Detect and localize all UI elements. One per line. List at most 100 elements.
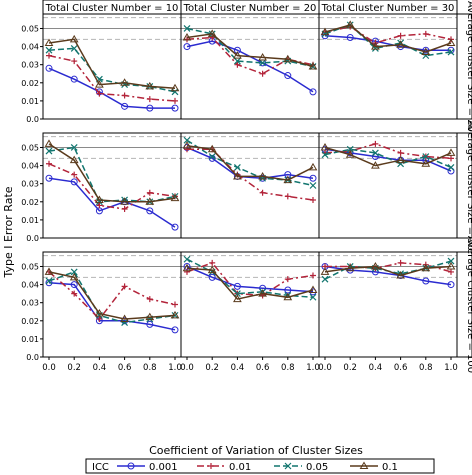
panel-r2-c1 bbox=[42, 132, 182, 239]
x-tick-label: 0.0 bbox=[180, 363, 194, 373]
data-point-0.01 bbox=[96, 315, 103, 322]
data-point-0.1 bbox=[233, 51, 242, 59]
series-0.05 bbox=[321, 145, 455, 171]
series-line-0.001 bbox=[48, 67, 175, 109]
data-point-0.001 bbox=[45, 279, 53, 287]
data-point-0.01 bbox=[184, 146, 190, 153]
data-point-0.1 bbox=[446, 261, 456, 270]
data-point-0.1 bbox=[371, 161, 380, 169]
x-tick-label: 0.4 bbox=[93, 363, 107, 373]
x-tick-label: 0.2 bbox=[343, 363, 357, 373]
data-point-0.001 bbox=[171, 104, 179, 112]
panel-r1-c2 bbox=[180, 13, 320, 120]
data-point-0.05 bbox=[259, 59, 267, 67]
data-point-0.05 bbox=[284, 462, 292, 470]
y-tick-label: 0.02 bbox=[21, 198, 39, 207]
x-tick-label: 0.0 bbox=[42, 363, 56, 373]
data-point-0.01 bbox=[146, 189, 153, 196]
series-line-0.001 bbox=[186, 146, 314, 180]
legend-label: 0.001 bbox=[149, 462, 178, 473]
panel-r3-c2 bbox=[180, 251, 320, 358]
data-point-0.05 bbox=[397, 160, 405, 168]
data-point-0.05 bbox=[447, 48, 455, 56]
panel-frame bbox=[318, 13, 458, 120]
data-point-0.1 bbox=[345, 150, 355, 158]
data-point-0.01 bbox=[422, 30, 429, 37]
data-point-0.1 bbox=[258, 289, 267, 297]
row-header-2: Average Cluster Size = 50 bbox=[456, 120, 472, 251]
data-point-0.05 bbox=[447, 163, 455, 171]
series-line-0.001 bbox=[186, 265, 314, 293]
data-point-0.1 bbox=[95, 80, 104, 88]
data-point-0.001 bbox=[233, 46, 241, 54]
data-point-0.1 bbox=[258, 52, 267, 61]
series-0.001 bbox=[45, 279, 179, 334]
x-tick-label: 0.2 bbox=[67, 363, 81, 373]
series-line-0.05 bbox=[324, 148, 452, 169]
legend-title: ICC bbox=[92, 462, 109, 473]
row-header-label: Average Cluster Size = 50 bbox=[465, 120, 472, 251]
data-point-0.1 bbox=[44, 139, 54, 147]
data-point-0.001 bbox=[447, 46, 455, 54]
x-tick-label: 0.4 bbox=[369, 363, 383, 373]
series-0.1 bbox=[320, 142, 456, 169]
y-tick-label: 0.02 bbox=[21, 317, 39, 326]
data-point-0.1 bbox=[145, 312, 155, 321]
data-point-0.01 bbox=[448, 155, 454, 162]
data-point-0.001 bbox=[121, 102, 129, 110]
data-point-0.01 bbox=[448, 268, 454, 275]
x-tick-label: 0.6 bbox=[394, 363, 408, 373]
data-point-0.01 bbox=[284, 276, 291, 283]
data-point-0.001 bbox=[146, 104, 154, 112]
y-tick-label: 0.05 bbox=[21, 24, 39, 33]
data-point-0.05 bbox=[321, 275, 329, 283]
legend-entry-0.1: 0.1 bbox=[350, 461, 398, 473]
data-point-0.1 bbox=[44, 38, 54, 46]
legend: ICC 0.001 0.01 0.05 0.1 bbox=[85, 458, 435, 474]
data-point-0.1 bbox=[182, 141, 192, 149]
data-point-0.01 bbox=[208, 463, 214, 469]
y-tick-label: 0.03 bbox=[21, 299, 39, 308]
data-point-0.05 bbox=[309, 182, 317, 189]
series-line-0.1 bbox=[324, 265, 452, 277]
data-point-0.1 bbox=[446, 38, 456, 46]
data-point-0.01 bbox=[259, 70, 266, 77]
panel-frame bbox=[318, 251, 458, 358]
y-tick-label: 0.03 bbox=[21, 180, 39, 189]
data-point-0.1 bbox=[182, 33, 192, 41]
data-point-0.001 bbox=[45, 64, 53, 72]
data-point-0.01 bbox=[172, 301, 178, 308]
legend-box bbox=[85, 458, 435, 474]
data-point-0.01 bbox=[71, 58, 78, 65]
data-point-0.05 bbox=[183, 255, 191, 263]
panel-r3-c3 bbox=[318, 251, 458, 358]
legend-label: 0.05 bbox=[306, 462, 328, 473]
data-point-0.001 bbox=[447, 281, 455, 289]
data-point-0.1 bbox=[69, 155, 79, 164]
data-point-0.1 bbox=[308, 162, 318, 171]
x-tick-label: 0.8 bbox=[143, 363, 157, 373]
data-point-0.1 bbox=[283, 175, 293, 184]
x-tick-label: 0.6 bbox=[256, 363, 270, 373]
series-line-0.1 bbox=[324, 24, 452, 53]
data-point-0.01 bbox=[310, 196, 316, 203]
data-point-0.1 bbox=[44, 267, 54, 275]
data-point-0.1 bbox=[145, 197, 155, 205]
data-point-0.1 bbox=[207, 265, 217, 274]
data-point-0.05 bbox=[45, 46, 53, 54]
data-point-0.1 bbox=[371, 261, 380, 270]
data-point-0.001 bbox=[146, 320, 154, 328]
data-point-0.05 bbox=[309, 293, 317, 301]
data-point-0.05 bbox=[171, 88, 179, 96]
data-point-0.001 bbox=[70, 75, 78, 83]
data-point-0.01 bbox=[234, 61, 241, 68]
panel-r1-c1 bbox=[42, 13, 182, 120]
data-point-0.1 bbox=[233, 294, 242, 303]
data-point-0.1 bbox=[396, 155, 405, 164]
row-header-1: Average Cluster Size = 20 bbox=[456, 1, 472, 132]
y-tick-label: 0.03 bbox=[21, 61, 39, 70]
column-header-2: Total Cluster Number = 20 bbox=[180, 0, 320, 15]
series-line-0.01 bbox=[325, 262, 452, 273]
series-0.1 bbox=[320, 20, 456, 56]
axes-layer: 0.0 0.01 0.02 0.03 0.04 0.05 0.0 0.01 0.02 0.03 0.… bbox=[21, 24, 458, 373]
